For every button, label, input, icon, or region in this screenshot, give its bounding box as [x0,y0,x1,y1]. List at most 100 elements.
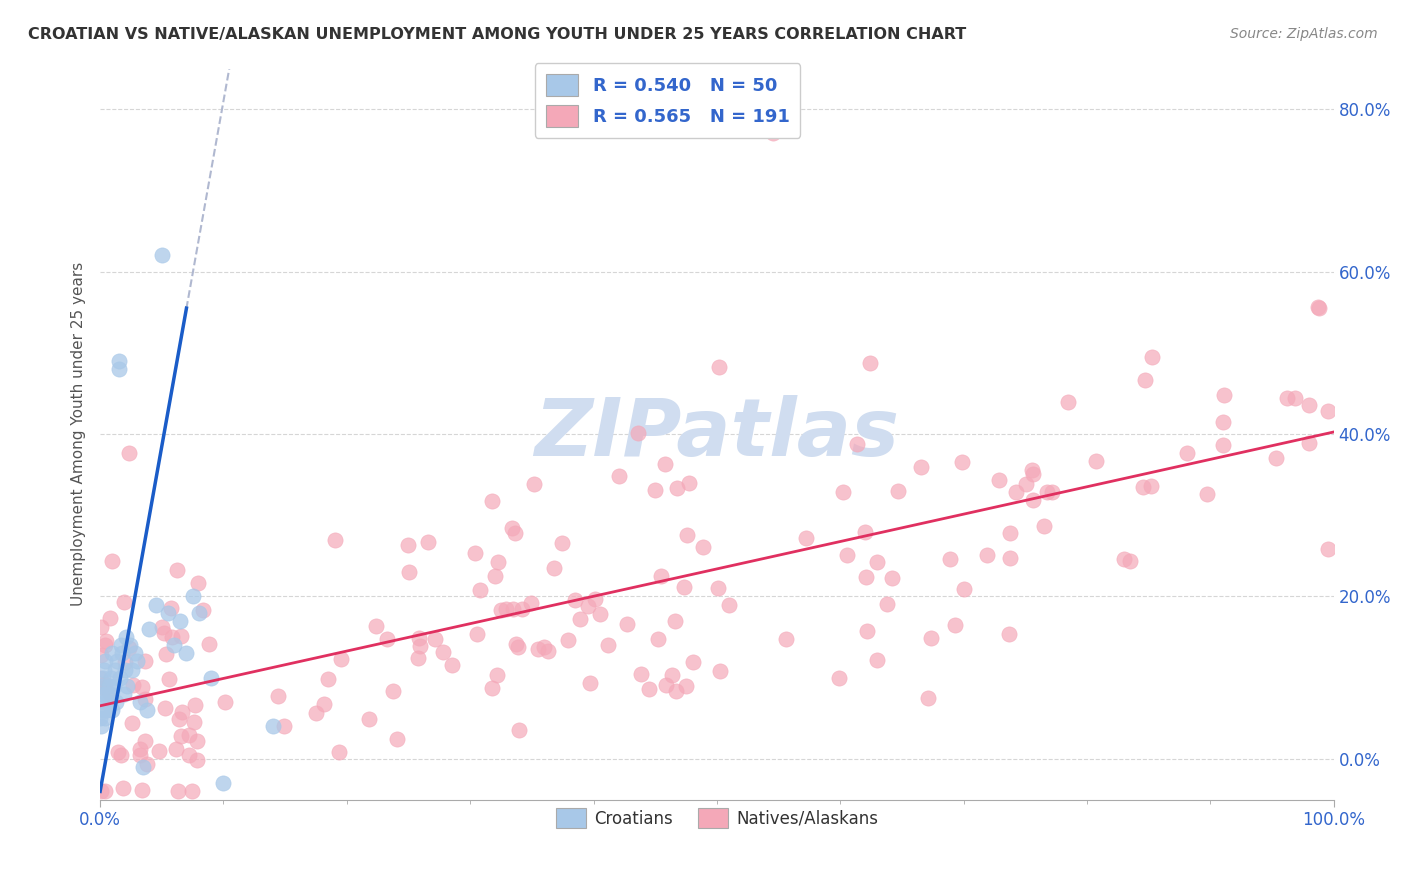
Text: CROATIAN VS NATIVE/ALASKAN UNEMPLOYMENT AMONG YOUTH UNDER 25 YEARS CORRELATION C: CROATIAN VS NATIVE/ALASKAN UNEMPLOYMENT … [28,27,966,42]
Point [90,679,112,693]
Y-axis label: Unemployment Among Youth under 25 years: Unemployment Among Youth under 25 years [72,262,86,607]
Point [114,655,136,669]
Point [678,475,700,490]
Point [128,695,150,709]
Point [503,526,526,541]
Point [998,550,1021,565]
Point [418,535,440,549]
Point [1033,518,1056,533]
Point [134,692,156,706]
Point [537,644,560,658]
Point [169,729,191,743]
Point [129,748,152,763]
Point [1132,480,1154,494]
Point [150,620,173,634]
Point [167,712,190,726]
Point [1308,301,1330,316]
Point [107,354,129,368]
Point [1213,388,1236,402]
Point [543,561,565,575]
Point [855,525,877,540]
Point [100,553,122,567]
Point [988,473,1011,487]
Point [1212,415,1234,429]
Point [115,630,138,644]
Point [644,483,666,498]
Point [707,581,730,595]
Point [484,569,506,583]
Point [664,614,686,628]
Point [179,747,201,762]
Point [396,538,419,552]
Point [398,566,420,580]
Point [89,671,111,685]
Point [1308,300,1330,314]
Point [425,632,447,646]
Point [112,595,135,609]
Point [661,668,683,682]
Point [89,711,111,725]
Point [197,637,219,651]
Point [359,712,381,726]
Point [124,646,146,660]
Point [464,546,486,560]
Point [920,631,942,645]
Point [165,742,187,756]
Point [200,671,222,685]
Point [647,632,669,646]
Point [186,734,208,748]
Point [304,706,326,720]
Point [166,563,188,577]
Point [135,757,157,772]
Point [1040,484,1063,499]
Legend: Croatians, Natives/Alaskans: Croatians, Natives/Alaskans [548,801,884,835]
Point [94,638,117,652]
Point [91,671,114,685]
Point [122,678,145,692]
Point [654,678,676,692]
Point [616,617,638,632]
Point [579,676,602,690]
Point [650,569,672,583]
Point [93,677,115,691]
Point [557,633,579,648]
Point [638,682,661,697]
Point [827,671,849,685]
Point [97,679,120,693]
Point [364,619,387,633]
Point [318,672,340,686]
Point [101,646,124,660]
Point [489,603,512,617]
Point [105,655,128,669]
Point [835,548,858,562]
Point [163,638,186,652]
Point [93,681,115,695]
Point [100,671,122,685]
Point [866,652,889,666]
Point [485,668,508,682]
Point [166,784,188,798]
Point [589,607,612,622]
Point [630,666,652,681]
Point [1298,435,1320,450]
Point [156,606,179,620]
Point [673,580,696,594]
Point [654,457,676,471]
Point [1212,438,1234,452]
Point [110,638,132,652]
Point [1112,552,1135,566]
Point [212,776,235,790]
Point [1195,487,1218,501]
Point [160,600,183,615]
Point [1021,463,1043,477]
Point [186,753,208,767]
Point [110,747,132,762]
Point [131,680,153,694]
Point [1140,350,1163,364]
Point [262,719,284,733]
Point [134,733,156,747]
Point [155,647,177,661]
Point [533,640,555,655]
Point [108,671,131,685]
Point [682,655,704,669]
